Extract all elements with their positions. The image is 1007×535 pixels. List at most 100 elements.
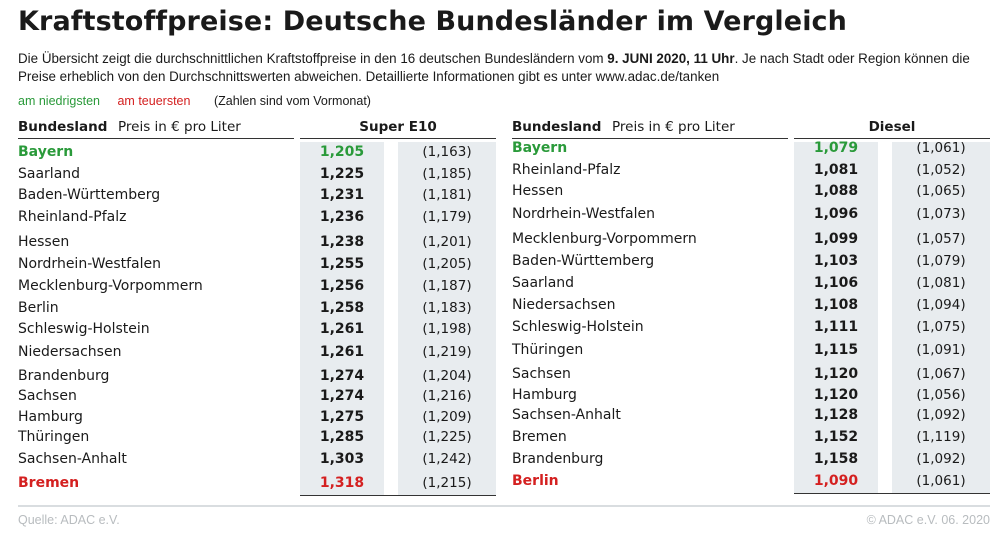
previous-month-price: (1,119): [916, 429, 966, 445]
current-price: 1,152: [813, 429, 859, 445]
current-price: 1,099: [813, 231, 859, 247]
table-header: Bundesland Preis in € pro Liter Diesel: [512, 115, 990, 139]
current-price: 1,261: [319, 344, 365, 360]
bundesland-name: Hamburg: [18, 409, 83, 425]
previous-month-price: (1,061): [916, 473, 966, 489]
previous-month-price: (1,209): [422, 409, 472, 425]
current-price: 1,103: [813, 253, 859, 269]
previous-month-price: (1,091): [916, 342, 966, 358]
column-header-unit: Preis in € pro Liter: [612, 119, 735, 135]
current-price: 1,106: [813, 275, 859, 291]
current-price: 1,120: [813, 366, 859, 382]
previous-month-price: (1,204): [422, 368, 472, 384]
previous-month-price: (1,179): [422, 209, 472, 225]
current-price: 1,081: [813, 162, 859, 178]
bundesland-name: Saarland: [512, 275, 575, 291]
intro-part-1: Die Übersicht zeigt die durchschnittlich…: [18, 51, 608, 66]
current-price: 1,275: [319, 409, 365, 425]
header-rule-fuel: [300, 138, 496, 139]
column-header-bundesland: Bundesland: [18, 119, 108, 135]
source-credit: Quelle: ADAC e.V.: [18, 513, 120, 527]
current-price: 1,318: [319, 475, 365, 491]
current-price: 1,236: [319, 209, 365, 225]
current-price: 1,158: [813, 451, 859, 467]
table-super-e10: Bundesland Preis in € pro Liter Super E1…: [18, 115, 496, 496]
column-header-bundesland: Bundesland: [512, 119, 602, 135]
header-rule-fuel: [794, 138, 990, 139]
bundesland-name: Bremen: [512, 429, 567, 445]
column-header-fuel: Diesel: [868, 119, 916, 135]
table-bottom-rule: [794, 493, 990, 494]
current-price: 1,258: [319, 300, 365, 316]
current-price: 1,111: [813, 319, 859, 335]
footer-rule: [18, 505, 990, 507]
page-title: Kraftstoffpreise: Deutsche Bundesländer …: [18, 6, 847, 37]
previous-month-price: (1,219): [422, 344, 472, 360]
bundesland-name: Nordrhein-Westfalen: [18, 256, 161, 272]
current-price: 1,079: [813, 140, 859, 156]
previous-month-price: (1,081): [916, 275, 966, 291]
header-rule: [18, 138, 294, 139]
previous-month-price: (1,163): [422, 144, 472, 160]
current-price: 1,261: [319, 321, 365, 337]
header-rule: [512, 138, 788, 139]
bundesland-name: Sachsen: [512, 366, 571, 382]
legend-note: (Zahlen sind vom Vormonat): [213, 94, 371, 108]
bundesland-name: Rheinland-Pfalz: [18, 209, 127, 225]
bundesland-name: Bayern: [18, 144, 74, 160]
current-price: 1,238: [319, 234, 365, 250]
previous-month-price: (1,079): [916, 253, 966, 269]
bundesland-name: Thüringen: [512, 342, 584, 358]
bundesland-name: Hessen: [18, 234, 70, 250]
bundesland-name: Baden-Württemberg: [512, 253, 655, 269]
previous-month-price: (1,215): [422, 475, 472, 491]
previous-month-price: (1,201): [422, 234, 472, 250]
intro-date: 9. JUNI 2020, 11 Uhr: [607, 51, 735, 66]
current-price: 1,096: [813, 206, 859, 222]
bundesland-name: Niedersachsen: [18, 344, 122, 360]
bundesland-name: Thüringen: [18, 429, 90, 445]
current-price: 1,225: [319, 166, 365, 182]
previous-month-price: (1,225): [422, 429, 472, 445]
current-price-column-shade: [794, 142, 878, 493]
previous-month-price: (1,067): [916, 366, 966, 382]
bundesland-name: Brandenburg: [18, 368, 110, 384]
intro-text: Die Übersicht zeigt die durchschnittlich…: [18, 50, 978, 86]
bundesland-name: Niedersachsen: [512, 297, 616, 313]
bundesland-name: Bayern: [512, 140, 568, 156]
bundesland-name: Berlin: [512, 473, 559, 489]
previous-month-price: (1,057): [916, 231, 966, 247]
legend-highest: am teuersten: [117, 94, 191, 108]
current-price: 1,088: [813, 183, 859, 199]
current-price: 1,120: [813, 387, 859, 403]
current-price: 1,108: [813, 297, 859, 313]
current-price: 1,285: [319, 429, 365, 445]
bundesland-name: Berlin: [18, 300, 59, 316]
bundesland-name: Sachsen-Anhalt: [512, 407, 621, 423]
bundesland-name: Baden-Württemberg: [18, 187, 161, 203]
current-price: 1,231: [319, 187, 365, 203]
current-price: 1,090: [813, 473, 859, 489]
previous-month-price: (1,185): [422, 166, 472, 182]
previous-month-price: (1,061): [916, 140, 966, 156]
previous-price-column-shade: [892, 142, 990, 493]
table-diesel: Bundesland Preis in € pro Liter Diesel B…: [512, 115, 990, 494]
table-bottom-rule: [300, 495, 496, 496]
previous-month-price: (1,242): [422, 451, 472, 467]
legend-lowest: am niedrigsten: [18, 94, 100, 108]
column-header-fuel: Super E10: [359, 119, 437, 135]
current-price-column-shade: [300, 142, 384, 495]
bundesland-name: Sachsen-Anhalt: [18, 451, 127, 467]
previous-month-price: (1,205): [422, 256, 472, 272]
previous-month-price: (1,094): [916, 297, 966, 313]
bundesland-name: Mecklenburg-Vorpommern: [512, 231, 697, 247]
bundesland-name: Sachsen: [18, 388, 77, 404]
previous-month-price: (1,183): [422, 300, 472, 316]
bundesland-name: Schleswig-Holstein: [18, 321, 150, 337]
bundesland-name: Rheinland-Pfalz: [512, 162, 621, 178]
current-price: 1,274: [319, 388, 365, 404]
column-header-unit: Preis in € pro Liter: [118, 119, 241, 135]
previous-month-price: (1,181): [422, 187, 472, 203]
bundesland-name: Hamburg: [512, 387, 577, 403]
